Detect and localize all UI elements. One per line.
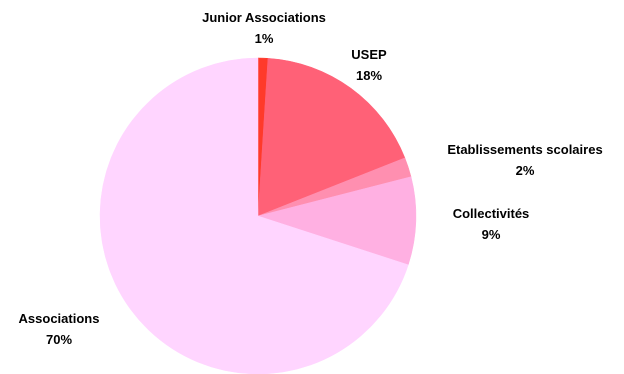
slice-percent-etablissements-scolaires: 2% <box>516 163 535 178</box>
pie-slices <box>99 57 417 374</box>
pie-slice-collectivites <box>257 176 417 266</box>
pie-slice-associations <box>99 57 409 374</box>
slice-label-associations: Associations 70% <box>19 311 100 347</box>
slice-label-junior-associations: Junior Associations 1% <box>202 10 326 46</box>
slice-label-collectivites: Collectivités 9% <box>453 206 530 242</box>
slice-percent-usep: 18% <box>356 68 382 83</box>
slice-percent-associations: 70% <box>46 332 72 347</box>
slice-percent-collectivites: 9% <box>482 227 501 242</box>
slice-name-junior-associations: Junior Associations <box>202 10 326 25</box>
slice-name-collectivites: Collectivités <box>453 206 530 221</box>
slice-name-etablissements-scolaires: Etablissements scolaires <box>447 142 602 157</box>
slice-name-associations: Associations <box>19 311 100 326</box>
slice-name-usep: USEP <box>351 47 387 62</box>
pie-slice-usep <box>257 58 406 217</box>
slice-percent-junior-associations: 1% <box>255 31 274 46</box>
slice-label-usep: USEP 18% <box>351 47 387 83</box>
slice-label-etablissements-scolaires: Etablissements scolaires 2% <box>447 142 602 178</box>
